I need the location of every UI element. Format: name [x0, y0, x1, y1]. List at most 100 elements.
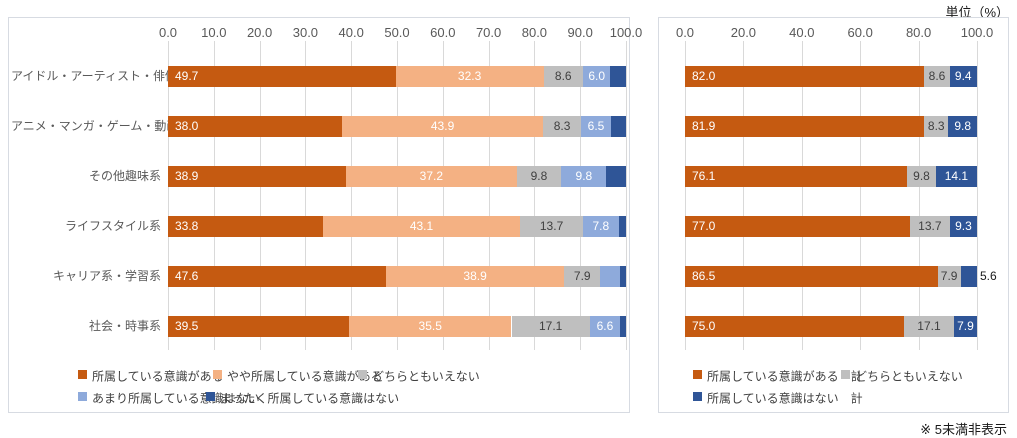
bar-value-label: 9.8 — [913, 169, 930, 183]
bar-value-label: 6.5 — [587, 119, 605, 133]
bar-segment — [582, 216, 619, 237]
bar-segment — [511, 316, 590, 337]
axis-tick-label: 100.0 — [960, 25, 994, 40]
bar-value-label: 82.0 — [692, 69, 716, 83]
legend-swatch — [693, 370, 702, 380]
category-label: ライフスタイル系 — [64, 219, 161, 233]
legend-item: 所属している意識はない 計 — [693, 389, 863, 405]
gridline — [488, 41, 490, 350]
bar-segment — [168, 166, 347, 187]
legend-label: あまり所属している意識はない — [92, 391, 260, 406]
gridline — [685, 41, 686, 350]
bar-segment — [543, 116, 582, 137]
bar-value-label: 8.3 — [927, 119, 945, 133]
bar-segment — [610, 116, 626, 137]
bar-value-label: 6.0 — [588, 69, 606, 83]
bar-segment — [564, 266, 601, 287]
bar-segment — [600, 266, 620, 287]
bar-segment — [342, 116, 544, 137]
legend-item: どちらともいえない — [841, 367, 963, 383]
axis-tick-label: 0.0 — [675, 25, 695, 40]
bar-value-label: 38.9 — [175, 169, 199, 183]
bar-segment — [924, 66, 950, 87]
footnote: ※ 5未満非表示 — [920, 422, 1007, 437]
bar-segment — [685, 216, 910, 237]
category-label: キャリア系・学習系 — [52, 269, 161, 283]
gridline — [305, 41, 307, 350]
legend-swatch — [693, 392, 702, 402]
bar-value-label: 7.9 — [940, 269, 958, 283]
bar-segment — [606, 166, 626, 187]
bar-value-label: 7.9 — [573, 269, 591, 283]
bar-segment — [907, 166, 936, 187]
gridline — [801, 41, 803, 350]
bar-value-label: 75.0 — [692, 319, 716, 333]
bar-value-label: 43.1 — [409, 219, 434, 233]
bar-segment — [960, 266, 977, 287]
bar-segment — [561, 166, 607, 187]
bar-value-label: 86.5 — [692, 269, 716, 283]
bar-value-label: 9.8 — [530, 169, 548, 183]
bar-segment — [520, 216, 583, 237]
unit-label: 単位（%） — [945, 5, 1009, 20]
bar-value-label: 6.6 — [596, 319, 614, 333]
gridline — [351, 41, 353, 350]
legend-label: 所属している意識がある 計 — [707, 369, 863, 384]
category-label: その他趣味系 — [88, 169, 161, 183]
bar-segment — [909, 216, 950, 237]
legend-swatch — [358, 370, 367, 380]
legend-label: 所属している意識がある — [92, 369, 224, 384]
bar-segment — [168, 266, 386, 287]
bar-segment — [168, 116, 343, 137]
bar-value-label: 8.3 — [553, 119, 571, 133]
bar-segment — [924, 116, 949, 137]
bar-segment — [395, 66, 544, 87]
bar-value-label: 9.3 — [955, 219, 972, 233]
category-label: アニメ・マンガ・ゲーム・動画系 — [11, 119, 191, 133]
legend-item: あまり所属している意識はない — [78, 389, 260, 405]
bar-value-label: 35.5 — [418, 319, 442, 333]
gridline — [918, 41, 920, 350]
axis-tick-label: 10.0 — [201, 25, 227, 40]
gridline — [213, 41, 215, 350]
bar-value-label: 7.8 — [592, 219, 610, 233]
legend-label: どちらともいえない — [372, 369, 480, 384]
bar-value-label: 32.3 — [457, 69, 482, 83]
legend-item: やや所属している意識がある — [213, 367, 383, 383]
axis-tick-label: 100.0 — [609, 25, 643, 40]
bar-segment — [904, 316, 954, 337]
bar-value-label: 9.8 — [954, 119, 972, 133]
axis-tick-label: 60.0 — [430, 25, 456, 40]
bar-value-label-outside: 5.6 — [980, 269, 997, 283]
gridline — [743, 41, 745, 350]
bar-value-label: 76.1 — [692, 169, 716, 183]
bar-value-label: 39.5 — [175, 319, 199, 333]
axis-tick-label: 20.0 — [730, 25, 757, 40]
bar-segment — [685, 266, 938, 287]
legend-item: まったく所属している意識はない — [206, 389, 399, 405]
legend-label: どちらともいえない — [855, 369, 963, 384]
bar-segment — [516, 166, 562, 187]
bar-value-label: 77.0 — [692, 219, 716, 233]
bar-segment — [322, 216, 521, 237]
legend-item: どちらともいえない — [358, 367, 480, 383]
legend-swatch — [78, 370, 87, 380]
legend-label: 所属している意識はない 計 — [707, 391, 863, 406]
legend-label: やや所属している意識がある — [227, 369, 383, 384]
axis-tick-label: 70.0 — [475, 25, 502, 40]
axis-tick-label: 80.0 — [905, 25, 932, 40]
bar-segment — [346, 166, 517, 187]
bar-value-label: 43.9 — [430, 119, 455, 133]
bar-segment — [949, 66, 977, 87]
legend-item: 所属している意識がある — [78, 367, 224, 383]
bar-segment — [168, 216, 323, 237]
bar-segment — [386, 266, 565, 287]
bar-value-label: 81.9 — [692, 119, 716, 133]
bar-value-label: 7.9 — [957, 319, 974, 333]
bar-value-label: 13.7 — [918, 219, 942, 233]
bar-segment — [935, 166, 977, 187]
bar-segment — [610, 66, 626, 87]
gridline — [534, 41, 536, 350]
bar-segment — [582, 66, 611, 87]
